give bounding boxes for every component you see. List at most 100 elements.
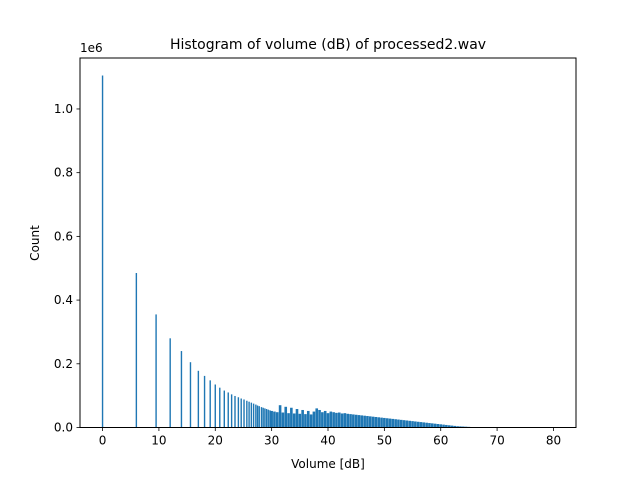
- histogram-bar: [264, 408, 266, 428]
- histogram-bar: [209, 380, 211, 428]
- histogram-bar: [255, 404, 257, 428]
- histogram-bar: [292, 413, 296, 428]
- histogram-bar: [354, 414, 358, 428]
- histogram-bar: [267, 409, 269, 428]
- histogram-bar: [363, 415, 366, 428]
- histogram-bar: [273, 411, 276, 428]
- histogram-bar: [397, 419, 400, 428]
- histogram-bar: [332, 412, 335, 428]
- y-axis-ticks: 0.0 0.2 0.4 0.6 0.8 1.0: [54, 102, 80, 435]
- histogram-bar: [385, 418, 389, 428]
- histogram-bar: [262, 407, 264, 428]
- histogram-bar: [352, 414, 355, 428]
- histogram-bar: [281, 412, 285, 428]
- histogram-bar: [428, 423, 431, 428]
- histogram-bar: [250, 402, 253, 428]
- histogram-bar: [377, 417, 381, 428]
- histogram-bar: [335, 412, 338, 428]
- histogram-bar: [223, 390, 225, 428]
- histogram-bar: [405, 420, 409, 428]
- histogram-bar: [374, 416, 378, 428]
- histogram-bar: [284, 406, 288, 428]
- histogram-bar: [447, 425, 451, 428]
- histogram-bar: [445, 424, 448, 428]
- histogram-bar: [439, 424, 443, 428]
- histogram-bar: [278, 405, 282, 428]
- x-tick-label: 30: [264, 434, 279, 448]
- histogram-bar: [368, 416, 372, 428]
- histogram-bar: [304, 414, 307, 428]
- histogram-bar: [453, 425, 457, 428]
- y-axis-offset-label: 1e6: [80, 41, 103, 55]
- histogram-bar: [155, 314, 157, 428]
- histogram-bar: [346, 413, 350, 428]
- histogram-bar: [248, 401, 250, 428]
- histogram-bar: [419, 422, 423, 428]
- histogram-bar: [180, 351, 183, 428]
- histogram-bar: [380, 417, 383, 428]
- chart-title: Histogram of volume (dB) of processed2.w…: [170, 37, 486, 53]
- histogram-bar: [349, 414, 352, 428]
- x-tick-label: 70: [489, 434, 504, 448]
- histogram-bar: [260, 407, 263, 428]
- x-tick-label: 50: [377, 434, 392, 448]
- histogram-bar: [399, 419, 403, 428]
- histogram-bar: [388, 418, 392, 428]
- x-tick-label: 80: [546, 434, 561, 448]
- histogram-bar: [360, 415, 364, 428]
- x-axis-ticks: 0 10 20 30 40 50 60 70 80: [99, 427, 561, 448]
- histogram-bar: [329, 411, 333, 428]
- histogram-bar: [436, 424, 440, 428]
- histogram-bar: [290, 407, 293, 428]
- histogram-bar: [252, 403, 255, 428]
- x-tick-label: 60: [433, 434, 448, 448]
- histogram-bar: [256, 405, 259, 428]
- histogram-bar: [230, 394, 233, 428]
- histogram-bar: [301, 409, 304, 428]
- histogram-bar: [265, 409, 268, 428]
- histogram-bar: [309, 414, 313, 428]
- histogram-bar: [323, 410, 327, 428]
- histogram-bar: [169, 338, 171, 428]
- histogram-bar: [269, 410, 271, 428]
- histogram-bar: [219, 387, 221, 428]
- histogram-bar: [270, 410, 273, 428]
- histogram-bar: [411, 421, 414, 428]
- histogram-bar: [234, 395, 236, 428]
- histogram-bar: [408, 420, 412, 428]
- x-tick-label: 20: [208, 434, 223, 448]
- x-tick-label: 10: [151, 434, 166, 448]
- histogram-bar: [227, 392, 229, 428]
- histogram-bar: [337, 412, 341, 428]
- histogram-bar: [366, 416, 369, 428]
- x-tick-label: 40: [320, 434, 335, 448]
- histogram-bar: [315, 408, 319, 428]
- histogram-bar: [430, 423, 434, 428]
- histogram-bar: [459, 426, 462, 428]
- histogram-bar: [343, 413, 347, 428]
- histogram-bar: [357, 415, 361, 428]
- histogram-bar: [394, 419, 397, 428]
- histogram-bar: [433, 423, 437, 428]
- histogram-bar: [243, 399, 245, 428]
- histogram-bar: [414, 421, 417, 428]
- histogram-bar: [321, 412, 324, 428]
- x-tick-label: 0: [99, 434, 107, 448]
- histogram-bar: [456, 426, 459, 428]
- y-tick-label: 0.6: [54, 229, 73, 243]
- bars-group: [101, 75, 482, 428]
- histogram-bar: [101, 75, 104, 428]
- histogram-bar: [214, 384, 216, 428]
- histogram-bar: [203, 375, 206, 428]
- histogram-bar: [246, 400, 248, 428]
- histogram-bar: [258, 406, 260, 428]
- histogram-bar: [450, 425, 454, 428]
- histogram-bar: [240, 398, 242, 428]
- y-tick-label: 0.2: [54, 357, 73, 371]
- histogram-bar: [306, 410, 310, 428]
- y-tick-label: 1.0: [54, 102, 73, 116]
- histogram-bar: [425, 422, 428, 428]
- histogram-bar: [340, 413, 344, 428]
